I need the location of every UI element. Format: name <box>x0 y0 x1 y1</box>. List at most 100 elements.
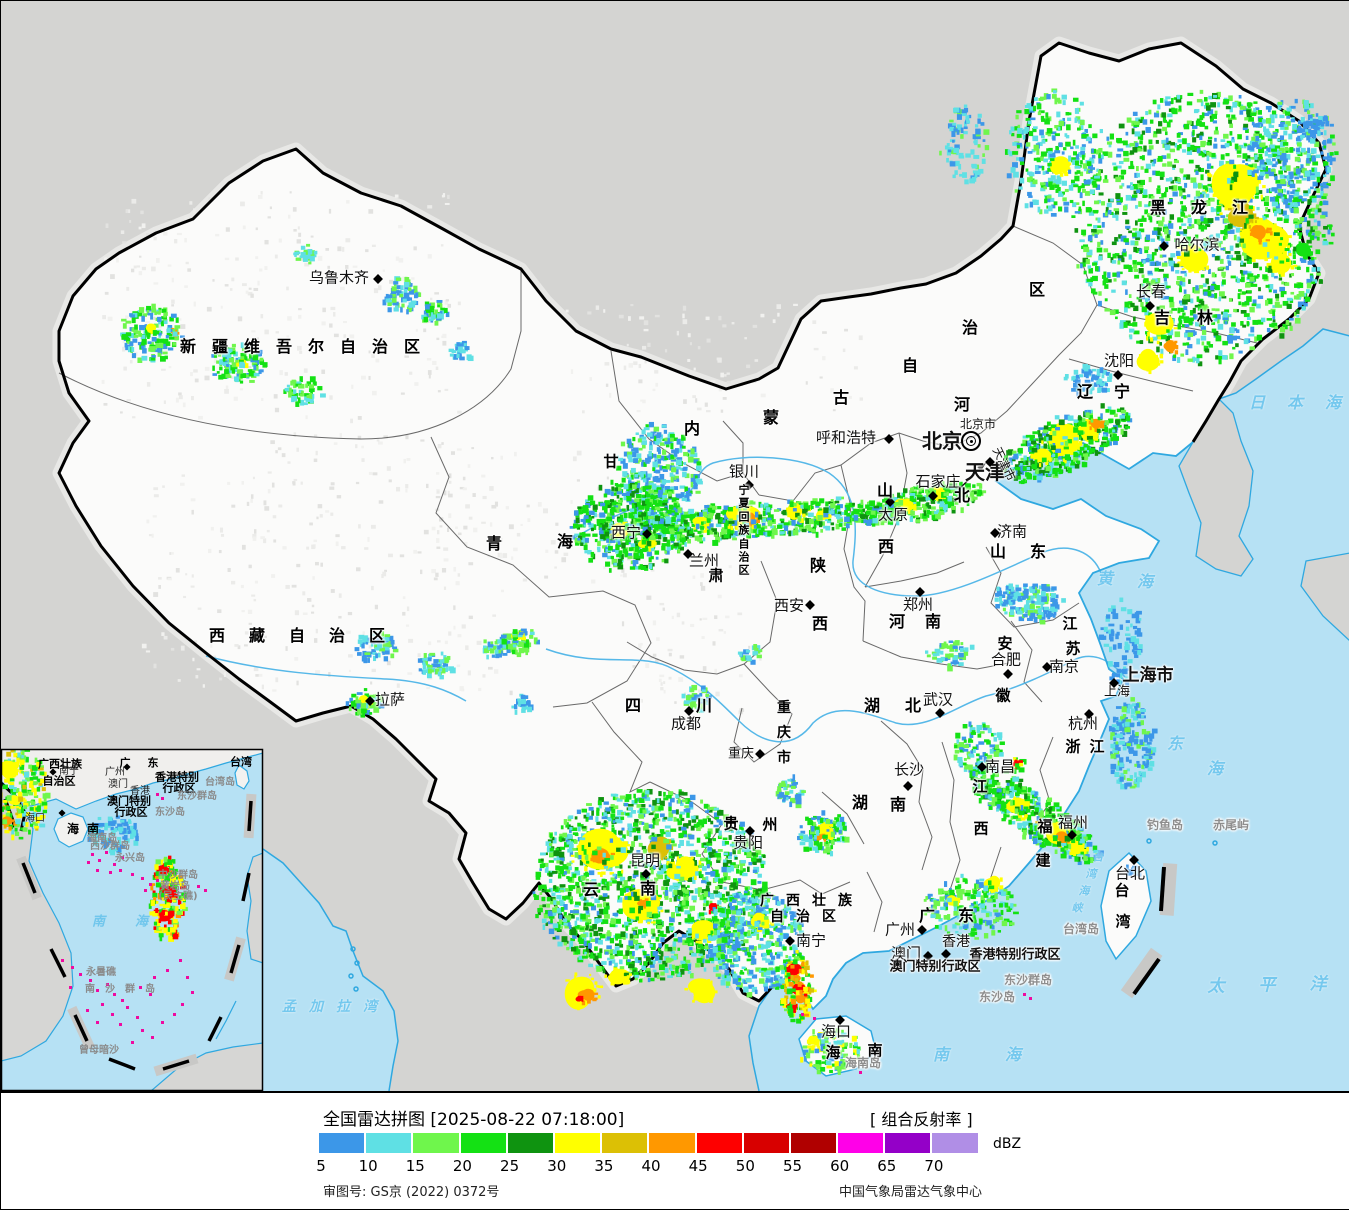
legend-swatch <box>697 1133 742 1153</box>
legend-tick: 55 <box>783 1157 802 1175</box>
province-label: 东 <box>1030 544 1046 560</box>
island-label: 东沙群岛 <box>1004 974 1052 986</box>
province-label: 江 <box>1232 200 1248 216</box>
province-label: 林 <box>1197 310 1213 326</box>
province-label: 西 <box>209 628 225 644</box>
inset-label: 行政区 <box>115 807 148 818</box>
province-label: 治 <box>329 628 345 644</box>
legend-swatch <box>555 1133 600 1153</box>
legend-tick: 30 <box>547 1157 566 1175</box>
inset-label: 南宁 <box>59 767 79 777</box>
province-label: 重 <box>777 701 791 715</box>
city-label: 北京 <box>922 431 962 451</box>
province-label: 东 <box>958 908 974 924</box>
province-label: 河 <box>954 397 970 413</box>
legend-swatch <box>838 1133 883 1153</box>
province-label: 州 <box>762 818 777 833</box>
city-label: 上海 <box>1104 686 1130 699</box>
legend-tick: 10 <box>359 1157 378 1175</box>
legend-tick: 20 <box>453 1157 472 1175</box>
license-text: 审图号: GS京 (2022) 0372号 <box>323 1181 499 1200</box>
island-label: 台湾岛 <box>1063 923 1099 935</box>
inset-label: 永暑礁 <box>86 968 116 978</box>
province-label: 区 <box>1029 282 1045 298</box>
city-label: 南京 <box>1049 660 1079 675</box>
province-label: 治 <box>739 552 750 563</box>
city-label: 海口 <box>821 1025 851 1040</box>
legend-swatch <box>932 1133 977 1153</box>
province-label: 西 <box>878 539 894 555</box>
island-label: 东沙岛 <box>979 991 1015 1003</box>
city-label: 香港特别行政区 <box>969 949 1060 962</box>
legend-swatch <box>885 1133 930 1153</box>
legend-swatch <box>791 1133 836 1153</box>
province-label: 西 <box>786 894 800 908</box>
province-label: 广 <box>760 894 774 908</box>
inset-label: 台湾岛 <box>205 778 235 788</box>
province-label: 北 <box>905 698 921 714</box>
city-label: 澳门特别行政区 <box>889 961 980 974</box>
sea-label: 洋 <box>1310 977 1327 994</box>
legend-tick: 40 <box>642 1157 661 1175</box>
city-marker <box>1129 855 1139 865</box>
province-label: 自 <box>739 538 750 549</box>
province-label: 自 <box>902 358 918 374</box>
inset-label: 永兴岛 <box>115 854 145 864</box>
inset-label: 海口 <box>25 814 45 824</box>
province-label: 台 <box>1114 884 1129 899</box>
city-label: 成都 <box>671 717 701 732</box>
map-labels-layer: 乌鲁木齐哈尔滨长春沈阳呼和浩特北京北京市天津天津市石家庄太原银川西宁兰州济南郑州… <box>1 1 1349 1091</box>
city-label: 南昌 <box>985 760 1015 775</box>
sea-label: 海 <box>1207 761 1223 777</box>
legend-swatch <box>319 1133 364 1153</box>
province-label: 川 <box>696 698 712 714</box>
city-label: 北京市 <box>960 418 996 430</box>
province-label: 区 <box>739 565 750 576</box>
city-label: 沈阳 <box>1104 354 1134 369</box>
sea-label: 拉 <box>336 1000 350 1014</box>
province-label: 山 <box>990 544 1006 560</box>
province-label: 江 <box>972 780 987 795</box>
sea-label: 海 <box>1079 886 1090 897</box>
city-label: 西宁 <box>611 526 641 541</box>
city-marker <box>941 949 951 959</box>
sea-label: 南 <box>933 1047 949 1063</box>
province-label: 宁 <box>739 485 750 496</box>
sea-label: 平 <box>1259 978 1276 995</box>
province-label: 维 <box>244 339 260 355</box>
province-label: 南 <box>890 797 906 813</box>
province-label: 甘 <box>603 455 618 470</box>
province-label: 黑 <box>1150 200 1166 216</box>
sea-label: 本 <box>1287 395 1303 411</box>
province-label: 辽 <box>1077 384 1093 400</box>
city-marker <box>1159 241 1169 251</box>
province-label: 古 <box>833 390 849 406</box>
city-marker <box>928 491 938 501</box>
sea-label: 东 <box>1167 736 1183 752</box>
city-label: 银川 <box>729 465 759 480</box>
province-label: 吉 <box>1154 310 1170 326</box>
province-label: 自 <box>289 628 305 644</box>
sea-label: 日 <box>1249 395 1265 411</box>
province-label: 治 <box>796 910 810 924</box>
sea-label: 海 <box>1137 574 1153 590</box>
city-label: 呼和浩特 <box>816 431 876 446</box>
sea-label: 海 <box>1005 1047 1021 1063</box>
city-label: 合肥 <box>991 653 1021 668</box>
province-label: 南 <box>640 881 656 897</box>
map-title: 全国雷达拼图 [2025-08-22 07:18:00] <box>323 1105 624 1130</box>
legend-swatch <box>602 1133 647 1153</box>
province-label: 贵 <box>723 817 738 832</box>
city-label: 太原 <box>878 508 908 523</box>
legend-tick: 50 <box>736 1157 755 1175</box>
province-label: 苏 <box>1065 642 1080 657</box>
province-label: 南 <box>925 614 941 630</box>
province-label: 夏 <box>739 498 750 509</box>
province-label: 壮 <box>812 894 826 908</box>
city-label: 台北 <box>1115 867 1145 882</box>
province-label: 西 <box>812 616 828 632</box>
island-label: 海南岛 <box>845 1057 881 1069</box>
capital-marker <box>961 431 981 451</box>
city-label: 福州 <box>1058 816 1088 831</box>
province-label: 西 <box>973 822 988 837</box>
